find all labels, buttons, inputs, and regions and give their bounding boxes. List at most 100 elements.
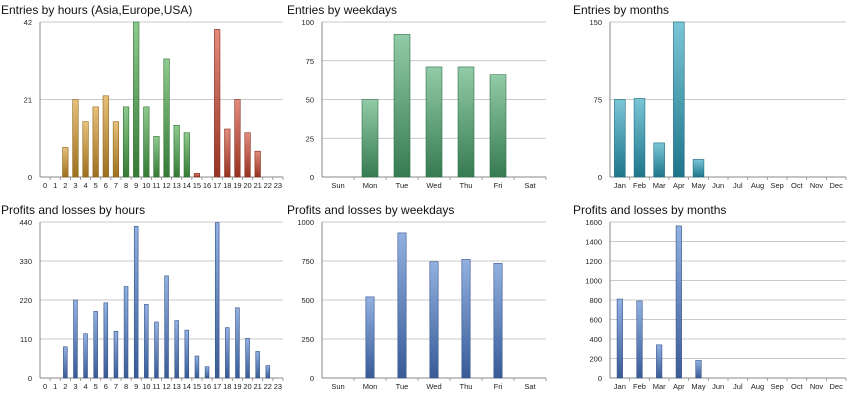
bar bbox=[489, 74, 507, 178]
x-tick-label: Wed bbox=[426, 181, 441, 190]
bar bbox=[82, 121, 89, 178]
y-tick-label: 110 bbox=[20, 335, 32, 344]
x-tick-label: 12 bbox=[162, 181, 170, 190]
x-tick-label: 13 bbox=[173, 382, 181, 391]
y-tick-label: 200 bbox=[589, 355, 602, 364]
y-tick-label: 1000 bbox=[585, 277, 602, 286]
bar bbox=[214, 222, 220, 379]
x-tick-label: 18 bbox=[223, 382, 231, 391]
x-tick-label: Thu bbox=[460, 382, 473, 391]
bar bbox=[235, 307, 240, 379]
bar bbox=[173, 125, 180, 178]
x-tick-label: Thu bbox=[460, 181, 473, 190]
x-tick-label: 3 bbox=[73, 382, 77, 391]
x-tick-label: 14 bbox=[183, 181, 191, 190]
x-tick-label: Apr bbox=[673, 181, 685, 190]
y-tick-label: 1200 bbox=[585, 257, 602, 266]
y-tick-label: 1600 bbox=[585, 218, 602, 227]
chart-entries-by-hours: Entries by hours (Asia,Europe,USA) 0 21 42… bbox=[0, 0, 286, 200]
y-tick-label: 75 bbox=[594, 96, 602, 105]
x-tick-label: Dec bbox=[829, 181, 843, 190]
x-tick-label: Wed bbox=[426, 382, 441, 391]
x-tick-label: Nov bbox=[810, 382, 824, 391]
bar bbox=[144, 303, 149, 379]
bar bbox=[361, 99, 379, 178]
x-tick-label: Jul bbox=[733, 181, 743, 190]
x-tick-label: 7 bbox=[114, 382, 118, 391]
x-tick-label: 18 bbox=[223, 181, 231, 190]
bar bbox=[154, 321, 159, 379]
chart-title: Profits and losses by months bbox=[573, 203, 727, 217]
x-tick-label: 22 bbox=[264, 181, 272, 190]
chart-entries-by-months: Entries by months 0 75 150 Jan Feb Mar Apr May J… bbox=[572, 0, 858, 200]
x-tick-label: 13 bbox=[173, 181, 181, 190]
chart-title: Profits and losses by hours bbox=[1, 203, 146, 217]
x-tick-label: Sat bbox=[524, 382, 536, 391]
x-tick-label: 19 bbox=[233, 181, 241, 190]
x-tick-label: 6 bbox=[104, 382, 108, 391]
chart-profits-by-hours: Profits and losses by hours 0 110 220 330 44… bbox=[0, 200, 286, 400]
x-tick-label: 8 bbox=[124, 382, 128, 391]
y-tick-label: 440 bbox=[19, 218, 32, 227]
bar bbox=[204, 366, 210, 379]
bar bbox=[183, 132, 190, 178]
x-tick-label: 14 bbox=[183, 382, 191, 391]
bar bbox=[616, 298, 623, 379]
y-tick-label: 220 bbox=[19, 296, 32, 305]
x-tick-label: Sep bbox=[770, 181, 783, 190]
y-tick-label: 500 bbox=[301, 296, 314, 305]
x-tick-label: 11 bbox=[153, 382, 161, 391]
x-tick-label: Sep bbox=[770, 382, 783, 391]
x-tick-label: 11 bbox=[153, 181, 161, 190]
bar bbox=[397, 232, 407, 379]
x-tick-label: 3 bbox=[73, 181, 77, 190]
bar bbox=[265, 365, 271, 379]
bar bbox=[62, 147, 69, 178]
bar bbox=[153, 136, 160, 178]
x-tick-label: Jan bbox=[614, 181, 626, 190]
chart-profits-by-weekdays: Profits and losses by weekdays 0 250 500 75… bbox=[286, 200, 572, 400]
bar bbox=[614, 99, 626, 178]
chart-title: Profits and losses by weekdays bbox=[287, 203, 455, 217]
x-tick-label: 7 bbox=[114, 181, 118, 190]
x-tick-label: 2 bbox=[63, 382, 67, 391]
x-tick-label: Jul bbox=[733, 382, 743, 391]
x-tick-label: Jun bbox=[712, 382, 724, 391]
x-tick-label: 21 bbox=[254, 181, 262, 190]
y-tick-label: 0 bbox=[598, 173, 602, 182]
bar bbox=[184, 329, 190, 379]
x-tick-label: Oct bbox=[791, 181, 804, 190]
bar bbox=[193, 173, 201, 178]
y-tick-label: 750 bbox=[301, 257, 314, 266]
x-tick-label: 17 bbox=[213, 181, 221, 190]
x-tick-label: 0 bbox=[43, 181, 47, 190]
chart-entries-by-weekdays: Entries by weekdays 0 25 50 75 100 Sun Mon Tue W… bbox=[286, 0, 572, 200]
chart-title: Entries by hours (Asia,Europe,USA) bbox=[1, 3, 193, 17]
x-tick-label: 1 bbox=[53, 382, 57, 391]
x-tick-label: 15 bbox=[193, 181, 201, 190]
x-tick-label: Sun bbox=[331, 181, 344, 190]
y-tick-label: 400 bbox=[589, 335, 602, 344]
y-tick-label: 100 bbox=[301, 18, 314, 27]
y-tick-label: 0 bbox=[310, 374, 314, 383]
x-tick-label: 4 bbox=[83, 181, 87, 190]
y-tick-label: 42 bbox=[24, 18, 32, 27]
x-tick-label: Aug bbox=[751, 181, 764, 190]
bar bbox=[163, 58, 170, 178]
bar bbox=[493, 263, 503, 379]
x-tick-label: 16 bbox=[203, 181, 211, 190]
x-tick-label: 20 bbox=[243, 181, 251, 190]
chart-entries-by-months-svg: 0 75 150 Jan Feb Mar Apr May Jun Jul Aug Sep Oct Nov D… bbox=[589, 18, 847, 190]
x-tick-label: 2 bbox=[63, 181, 67, 190]
bar bbox=[63, 346, 68, 379]
bar bbox=[133, 21, 140, 178]
x-tick-label: Dec bbox=[829, 382, 843, 391]
x-tick-label: 23 bbox=[274, 382, 282, 391]
bar bbox=[255, 351, 260, 379]
chart-title: Entries by weekdays bbox=[287, 3, 398, 17]
x-tick-label: May bbox=[691, 382, 705, 391]
x-tick-label: Tue bbox=[396, 181, 409, 190]
x-tick-label: Feb bbox=[633, 181, 646, 190]
bar bbox=[113, 330, 119, 379]
bar bbox=[194, 355, 200, 379]
